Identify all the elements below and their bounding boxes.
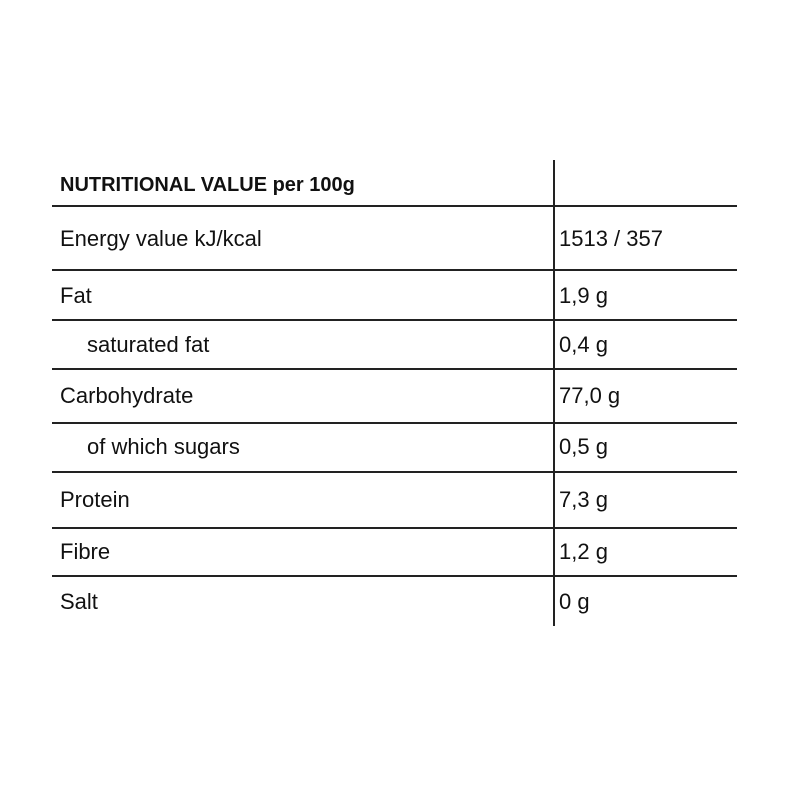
row-label-sugars: of which sugars — [87, 434, 240, 459]
row-value-fibre: 1,2 g — [559, 539, 608, 564]
row-label-salt: Salt — [60, 589, 98, 614]
column-divider — [553, 160, 555, 626]
row-value-saturated-fat: 0,4 g — [559, 332, 608, 357]
row-value-protein: 7,3 g — [559, 487, 608, 512]
row-divider — [52, 471, 737, 473]
row-divider — [52, 422, 737, 424]
row-label-carbohydrate: Carbohydrate — [60, 383, 194, 408]
row-value-carbohydrate: 77,0 g — [559, 383, 621, 408]
row-divider — [52, 527, 737, 529]
row-label-protein: Protein — [60, 487, 130, 512]
row-label-fat: Fat — [60, 283, 92, 308]
row-value-salt: 0 g — [559, 589, 590, 614]
row-value-energy: 1513 / 357 — [559, 226, 663, 251]
row-value-sugars: 0,5 g — [559, 434, 608, 459]
row-label-fibre: Fibre — [60, 539, 111, 564]
table-header: NUTRITIONAL VALUE per 100g — [60, 174, 355, 196]
row-label-energy: Energy value kJ/kcal — [60, 226, 262, 251]
row-divider — [52, 319, 737, 321]
row-label-saturated-fat: saturated fat — [87, 332, 210, 357]
row-value-fat: 1,9 g — [559, 283, 608, 308]
row-divider — [52, 575, 737, 577]
row-divider — [52, 368, 737, 370]
row-divider — [52, 269, 737, 271]
row-divider — [52, 205, 737, 207]
